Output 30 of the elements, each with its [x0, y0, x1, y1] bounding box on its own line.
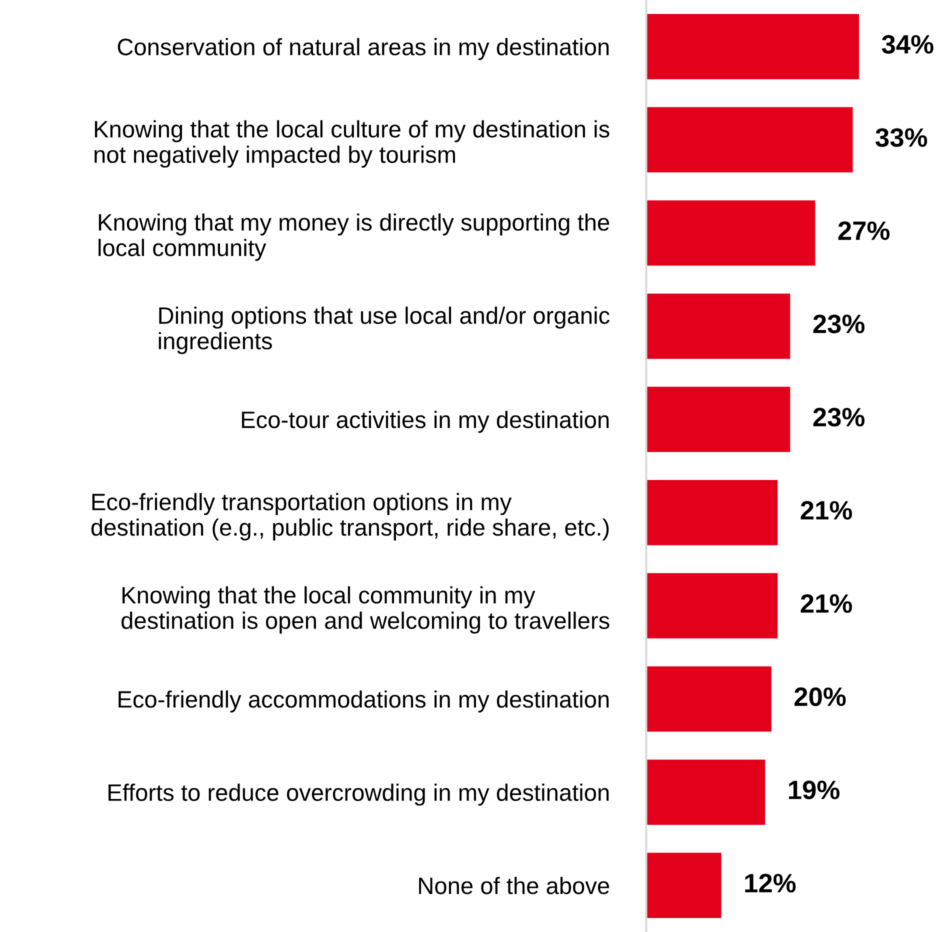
bar	[646, 760, 766, 825]
y-tick-label: Knowing that the local culture of my destination is not negatively impacted by tourism	[94, 120, 610, 168]
y-tick-label: Eco-friendly transportation options in my destination (e.g., public transport, ride share, etc.)	[91, 493, 609, 540]
bar	[646, 294, 790, 359]
bar	[646, 666, 772, 732]
bar	[646, 386, 790, 452]
bar	[646, 480, 778, 546]
y-tick-label: Eco-tour activities in my destination	[242, 410, 609, 433]
data-label: 33%	[876, 128, 928, 147]
bar	[646, 14, 860, 80]
bar	[646, 200, 816, 266]
y-tick-label: None of the above	[419, 876, 610, 894]
y-tick-label: Knowing that the local community in my destination is open and welcoming to travellers	[122, 586, 610, 634]
y-tick-label: Conservation of natural areas in my destination	[118, 38, 609, 60]
bar	[646, 573, 778, 638]
data-label: 12%	[745, 874, 796, 892]
data-label: 21%	[800, 500, 852, 520]
data-label: 27%	[838, 221, 890, 240]
data-label: 19%	[789, 780, 840, 800]
y-tick-label: Dining options that use local and/or organic ingredients	[158, 306, 610, 354]
data-label: 23%	[813, 314, 865, 334]
data-label: 21%	[800, 594, 852, 613]
y-tick-label: Eco-friendly accommodations in my destination	[118, 690, 609, 712]
data-label: 23%	[813, 408, 865, 427]
y-tick-label: Knowing that my money is directly supporting the local community	[98, 213, 610, 261]
y-tick-label: Efforts to reduce overcrowding in my destination	[108, 784, 609, 806]
data-label: 34%	[882, 34, 934, 54]
data-label: 20%	[794, 687, 846, 706]
bar	[646, 107, 853, 172]
bar	[646, 852, 722, 918]
